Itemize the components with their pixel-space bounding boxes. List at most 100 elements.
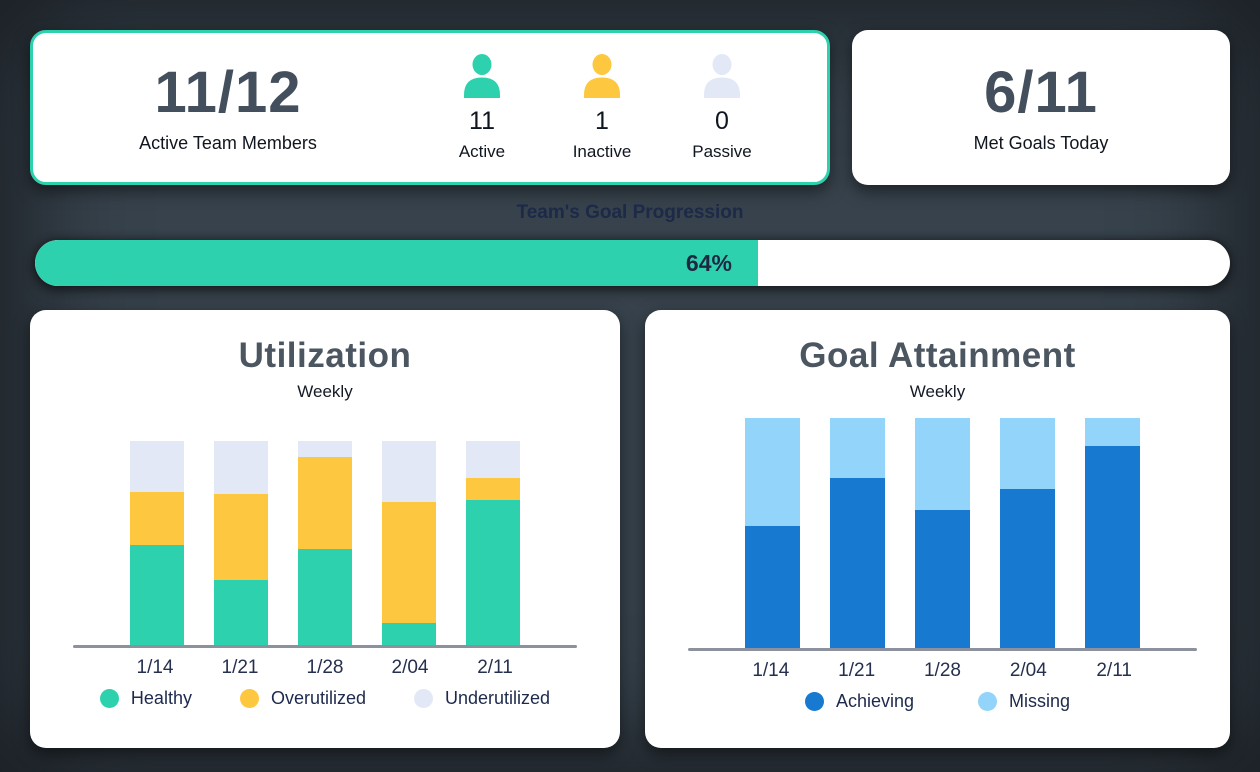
legend-item-underutilized: Underutilized <box>414 688 550 709</box>
legend-item-overutilized: Overutilized <box>239 688 366 709</box>
bar-segment-healthy <box>466 500 520 645</box>
utilization-card: Utilization Weekly 1/14 1/21 1/28 2/04 2/11 … <box>30 310 620 748</box>
stat-active-count: 11 <box>469 106 495 135</box>
bar-segment-overutilized <box>382 502 436 623</box>
x-axis-line <box>73 645 577 648</box>
bar-segment-overutilized <box>298 457 352 550</box>
bar-segment-missing <box>1085 418 1140 446</box>
bar-segment-achieving <box>1085 445 1140 648</box>
legend-item-achieving: Achieving <box>804 691 915 712</box>
goal-progression-percent: 64% <box>685 249 732 276</box>
goal-attainment-legend: Achieving Missing <box>645 691 1230 712</box>
bar-segment-overutilized <box>214 494 268 580</box>
legend-dot-icon <box>99 689 119 708</box>
x-tick-label: 1/28 <box>923 660 961 681</box>
x-tick-label: 2/11 <box>1096 660 1132 681</box>
goal-progression-title: Team's Goal Progression <box>516 202 744 223</box>
bar-2/11 <box>1085 418 1140 648</box>
active-members-stat: 11/12 Active Team Members <box>33 61 423 154</box>
bar-segment-healthy <box>298 549 352 645</box>
stat-passive-label: Passive <box>692 141 752 161</box>
stat-inactive-count: 1 <box>595 106 609 135</box>
bar-segment-underutilized <box>130 441 184 493</box>
person-icon <box>700 53 744 98</box>
met-goals-value: 6/11 <box>984 60 1098 126</box>
bar-segment-healthy <box>130 545 184 645</box>
goal-progression-fill: 64% <box>35 240 758 286</box>
utilization-subtitle: Weekly <box>297 382 353 401</box>
legend-dot-icon <box>239 689 259 708</box>
bar-1/14 <box>745 418 800 648</box>
bar-segment-underutilized <box>382 441 436 503</box>
bar-segment-underutilized <box>214 441 268 495</box>
bar-1/14 <box>130 441 184 645</box>
x-tick-label: 1/21 <box>221 657 259 678</box>
goal-attainment-plot-area: 1/14 1/21 1/28 2/04 2/11 <box>688 418 1197 681</box>
goal-attainment-subtitle: Weekly <box>909 382 966 401</box>
bar-segment-missing <box>830 418 885 478</box>
x-tick-label: 1/14 <box>752 660 790 681</box>
member-status-breakdown: 11 Active 1 Inactive <box>423 53 763 162</box>
active-members-card: 11/12 Active Team Members 11 Active <box>30 30 830 185</box>
bar-2/11 <box>466 441 520 645</box>
bar-1/21 <box>830 418 885 648</box>
stat-inactive-label: Inactive <box>572 141 632 161</box>
goal-progression-bar: 64% <box>35 240 1230 286</box>
x-tick-label: 1/28 <box>306 657 344 678</box>
legend-dot-icon <box>414 689 433 708</box>
x-tick-label: 2/04 <box>1009 660 1047 681</box>
bar-1/28 <box>298 441 352 645</box>
bar-segment-achieving <box>915 510 970 648</box>
bar-1/28 <box>915 418 970 648</box>
x-tick-label: 2/11 <box>477 657 513 678</box>
person-icon <box>580 53 624 98</box>
bar-segment-overutilized <box>130 492 184 546</box>
bars-row <box>100 441 550 645</box>
utilization-title: Utilization <box>238 336 412 375</box>
met-goals-card: 6/11 Met Goals Today <box>852 30 1230 185</box>
bar-1/21 <box>214 441 268 645</box>
x-tick-label: 1/21 <box>838 660 876 681</box>
x-axis-labels: 1/14 1/21 1/28 2/04 2/11 <box>100 657 550 679</box>
bar-segment-achieving <box>1000 489 1055 648</box>
goal-attainment-title: Goal Attainment <box>799 336 1076 375</box>
bar-segment-underutilized <box>466 441 520 478</box>
goal-attainment-card: Goal Attainment Weekly 1/14 1/21 1/28 2/04 2… <box>645 310 1230 748</box>
utilization-legend: Healthy Overutilized Underutilized <box>30 688 620 709</box>
person-icon <box>460 53 504 98</box>
stat-passive: 0 Passive <box>681 53 763 162</box>
legend-dot-icon <box>978 692 998 711</box>
bar-2/04 <box>382 441 436 645</box>
bar-segment-achieving <box>745 526 800 648</box>
stat-active: 11 Active <box>441 53 523 162</box>
legend-label: Overutilized <box>270 688 366 708</box>
met-goals-label: Met Goals Today <box>973 132 1109 153</box>
stat-active-label: Active <box>458 141 506 161</box>
bar-segment-overutilized <box>466 477 520 501</box>
legend-label: Achieving <box>835 691 915 711</box>
stat-inactive: 1 Inactive <box>561 53 643 162</box>
legend-item-missing: Missing <box>978 691 1070 712</box>
bar-segment-missing <box>1000 418 1055 490</box>
bar-segment-achieving <box>830 477 885 648</box>
legend-dot-icon <box>804 692 824 711</box>
legend-label: Missing <box>1009 691 1071 711</box>
stat-passive-count: 0 <box>715 106 729 135</box>
active-members-label: Active Team Members <box>139 132 317 153</box>
legend-label: Healthy <box>130 688 192 708</box>
bar-segment-healthy <box>214 579 268 645</box>
legend-label: Underutilized <box>445 688 551 708</box>
bars-row <box>715 418 1170 648</box>
legend-item-healthy: Healthy <box>99 688 192 709</box>
x-axis-labels: 1/14 1/21 1/28 2/04 2/11 <box>715 660 1170 682</box>
met-goals-stat: 6/11 Met Goals Today <box>974 61 1109 154</box>
x-tick-label: 1/14 <box>136 657 174 678</box>
bar-2/04 <box>1000 418 1055 648</box>
utilization-plot-area: 1/14 1/21 1/28 2/04 2/11 <box>73 441 577 678</box>
x-axis-line <box>688 648 1197 651</box>
x-tick-label: 2/04 <box>391 657 429 678</box>
active-members-value: 11/12 <box>154 60 302 126</box>
bar-segment-missing <box>915 418 970 510</box>
bar-segment-underutilized <box>298 441 352 458</box>
